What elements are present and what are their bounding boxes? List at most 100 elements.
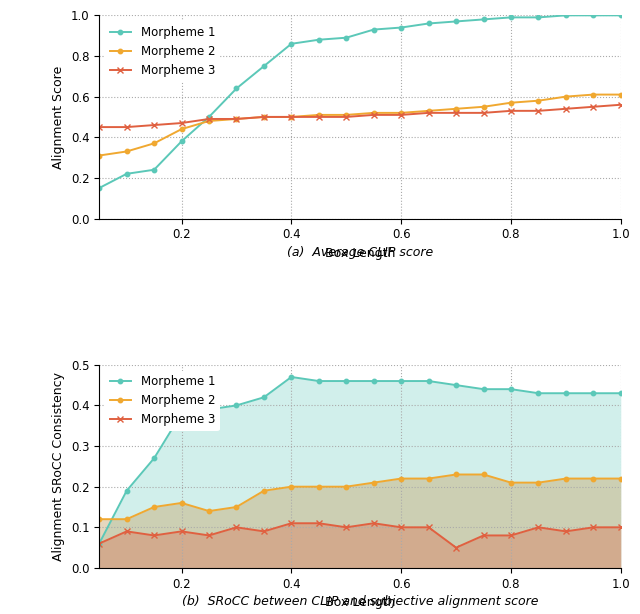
Morpheme 2 xyxy=(95,152,103,159)
Morpheme 2 xyxy=(150,139,158,147)
Morpheme 2 xyxy=(178,125,186,133)
Morpheme 2 xyxy=(425,475,433,482)
Morpheme 3 xyxy=(287,113,295,120)
Morpheme 1 xyxy=(562,389,570,397)
Morpheme 2 xyxy=(589,475,597,482)
Morpheme 2 xyxy=(205,507,213,515)
Line: Morpheme 1: Morpheme 1 xyxy=(97,375,623,546)
Morpheme 1 xyxy=(397,24,405,31)
Morpheme 3 xyxy=(452,544,460,551)
Morpheme 3 xyxy=(260,527,268,535)
Morpheme 1 xyxy=(205,113,213,120)
Morpheme 1 xyxy=(260,63,268,70)
Morpheme 2 xyxy=(617,475,625,482)
Morpheme 3 xyxy=(150,532,158,539)
Morpheme 3 xyxy=(617,101,625,109)
Morpheme 2 xyxy=(370,109,378,117)
Morpheme 3 xyxy=(287,519,295,527)
Morpheme 2 xyxy=(562,93,570,100)
Morpheme 1 xyxy=(480,386,488,393)
Morpheme 1 xyxy=(425,378,433,385)
Morpheme 3 xyxy=(205,115,213,123)
Morpheme 2 xyxy=(534,479,542,486)
Morpheme 2 xyxy=(150,503,158,511)
Morpheme 2 xyxy=(123,516,131,523)
Morpheme 2 xyxy=(315,483,323,491)
Morpheme 3 xyxy=(150,122,158,129)
Morpheme 1 xyxy=(370,26,378,33)
Morpheme 1 xyxy=(617,12,625,19)
Morpheme 1 xyxy=(287,40,295,47)
Morpheme 1 xyxy=(205,406,213,413)
Morpheme 1 xyxy=(232,85,240,92)
Morpheme 3 xyxy=(315,519,323,527)
Morpheme 1 xyxy=(342,378,350,385)
Morpheme 2 xyxy=(507,479,515,486)
Morpheme 3 xyxy=(342,524,350,531)
Morpheme 2 xyxy=(562,475,570,482)
Morpheme 3 xyxy=(480,109,488,117)
Morpheme 1 xyxy=(315,36,323,44)
Morpheme 1 xyxy=(425,20,433,27)
Text: (a)  Average CLIP score: (a) Average CLIP score xyxy=(287,246,433,258)
Morpheme 3 xyxy=(425,524,433,531)
Morpheme 2 xyxy=(589,91,597,98)
Morpheme 1 xyxy=(534,14,542,21)
Morpheme 3 xyxy=(260,113,268,120)
Morpheme 3 xyxy=(370,519,378,527)
Morpheme 3 xyxy=(562,105,570,112)
Morpheme 1 xyxy=(589,389,597,397)
Morpheme 3 xyxy=(534,524,542,531)
Morpheme 1 xyxy=(95,540,103,547)
Morpheme 1 xyxy=(178,138,186,145)
Morpheme 2 xyxy=(287,483,295,491)
Line: Morpheme 3: Morpheme 3 xyxy=(97,521,623,550)
Morpheme 2 xyxy=(452,471,460,478)
Morpheme 3 xyxy=(397,524,405,531)
Morpheme 3 xyxy=(95,123,103,131)
Morpheme 3 xyxy=(232,115,240,123)
Line: Morpheme 1: Morpheme 1 xyxy=(97,13,623,190)
Morpheme 2 xyxy=(452,105,460,112)
Text: (b)  SRoCC between CLIP and subjective alignment score: (b) SRoCC between CLIP and subjective al… xyxy=(182,595,538,608)
Line: Morpheme 2: Morpheme 2 xyxy=(97,92,623,158)
Morpheme 2 xyxy=(260,113,268,120)
Morpheme 2 xyxy=(342,111,350,119)
Morpheme 1 xyxy=(260,394,268,401)
Morpheme 1 xyxy=(150,454,158,462)
Morpheme 3 xyxy=(562,527,570,535)
Morpheme 3 xyxy=(589,524,597,531)
Morpheme 1 xyxy=(452,18,460,25)
Line: Morpheme 2: Morpheme 2 xyxy=(97,472,623,521)
Morpheme 3 xyxy=(370,111,378,119)
Morpheme 1 xyxy=(342,34,350,41)
Morpheme 1 xyxy=(315,378,323,385)
Morpheme 2 xyxy=(480,471,488,478)
Morpheme 1 xyxy=(452,381,460,389)
Morpheme 1 xyxy=(150,166,158,173)
Morpheme 2 xyxy=(123,148,131,155)
Y-axis label: Alignment SRoCC Consistency: Alignment SRoCC Consistency xyxy=(52,372,65,561)
Morpheme 3 xyxy=(507,107,515,115)
Morpheme 1 xyxy=(123,487,131,494)
Morpheme 3 xyxy=(315,113,323,120)
Morpheme 2 xyxy=(507,99,515,106)
Morpheme 3 xyxy=(397,111,405,119)
Morpheme 3 xyxy=(232,524,240,531)
Legend: Morpheme 1, Morpheme 2, Morpheme 3: Morpheme 1, Morpheme 2, Morpheme 3 xyxy=(105,371,220,431)
Morpheme 1 xyxy=(507,14,515,21)
Morpheme 1 xyxy=(287,373,295,381)
Morpheme 2 xyxy=(534,97,542,104)
Morpheme 3 xyxy=(480,532,488,539)
Morpheme 2 xyxy=(232,115,240,123)
X-axis label: Box Length: Box Length xyxy=(325,247,395,260)
Morpheme 1 xyxy=(95,184,103,192)
X-axis label: Box Length: Box Length xyxy=(325,596,395,609)
Morpheme 1 xyxy=(617,389,625,397)
Morpheme 1 xyxy=(507,386,515,393)
Morpheme 3 xyxy=(452,109,460,117)
Morpheme 3 xyxy=(178,527,186,535)
Morpheme 2 xyxy=(205,117,213,125)
Y-axis label: Alignment Score: Alignment Score xyxy=(52,65,65,169)
Morpheme 1 xyxy=(480,16,488,23)
